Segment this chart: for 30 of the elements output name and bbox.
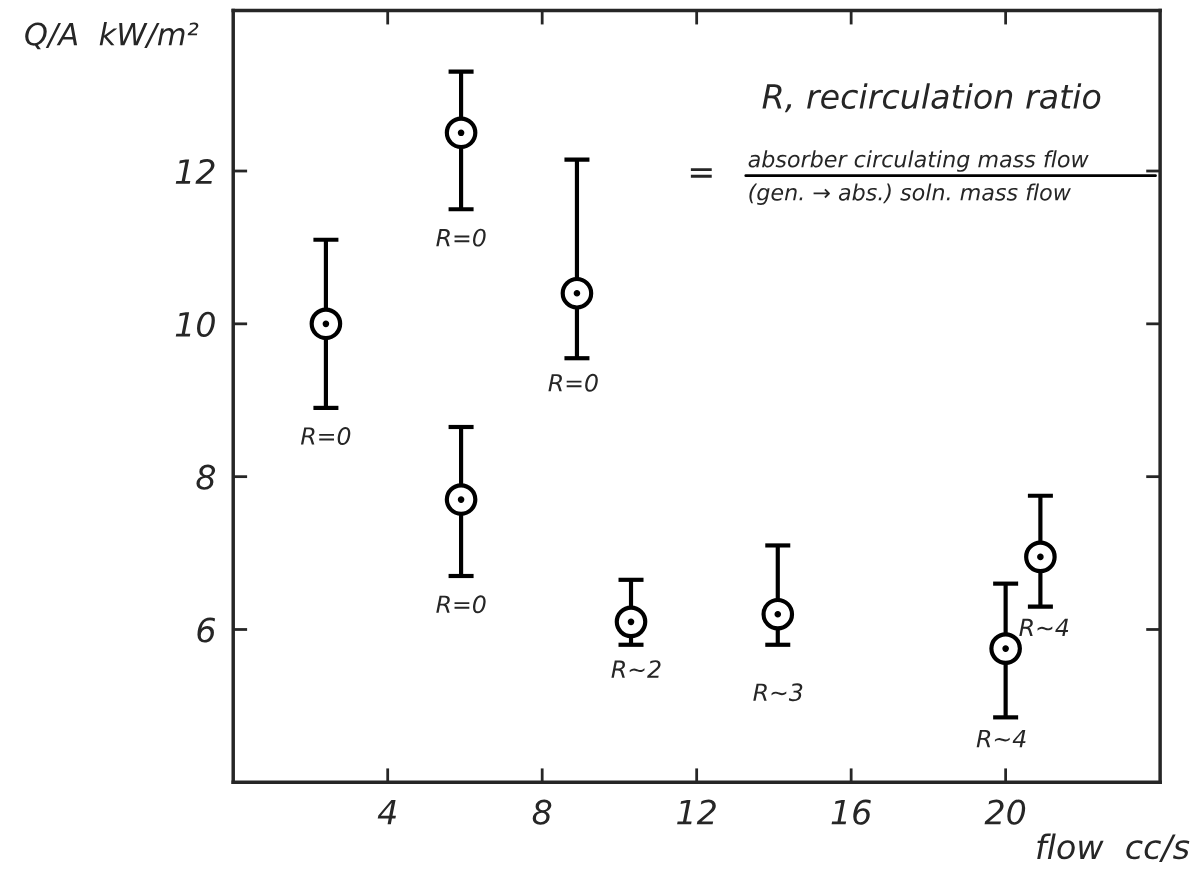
y-tick-label: 10 (175, 311, 215, 337)
annotation: R, recirculation ratio (762, 83, 1101, 113)
point (1024, 540, 1057, 574)
point (761, 597, 795, 631)
y-tick-label: 8 (196, 464, 216, 490)
point (444, 116, 478, 150)
annotation: R=0 (300, 427, 351, 445)
x-tick-label: 4 (377, 800, 396, 825)
annotation: = (690, 168, 712, 178)
annotation: R~2 (611, 660, 661, 678)
annotation: absorber circulating mass flow (748, 150, 1089, 172)
point (309, 307, 343, 341)
y-tick-label: 12 (175, 158, 215, 184)
annotation: (gen. → abs.) soln. mass flow (749, 183, 1071, 205)
annotation: R=0 (436, 595, 486, 614)
x-tick-label: 16 (831, 799, 871, 825)
annotation: R~4 (1019, 618, 1069, 637)
point (444, 483, 478, 516)
annotation: R~4 (976, 729, 1026, 748)
annotation: R=0 (436, 228, 486, 247)
y-tick-label: 6 (197, 617, 216, 643)
x-axis-title: flow cc/s (1037, 833, 1190, 862)
point (614, 605, 648, 639)
x-tick-label: 12 (677, 799, 716, 825)
x-tick-label: 20 (984, 799, 1026, 825)
annotation: R=0 (548, 373, 598, 392)
point (560, 276, 594, 310)
x-tick-label: 8 (532, 799, 552, 825)
annotation: R~3 (753, 683, 803, 702)
y-axis-title: Q/A kW/m² (25, 21, 199, 50)
